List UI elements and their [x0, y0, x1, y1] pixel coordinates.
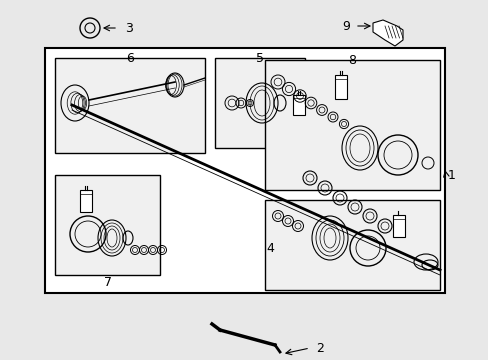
Text: 7: 7	[104, 275, 112, 288]
Bar	[264, 60, 439, 190]
Bar	[55, 58, 204, 153]
Bar	[45, 48, 444, 293]
Bar	[264, 200, 439, 290]
Polygon shape	[372, 20, 402, 46]
Bar	[292, 95, 305, 115]
Text: 8: 8	[347, 54, 355, 67]
Bar	[215, 58, 305, 148]
Text: 3: 3	[125, 22, 133, 35]
Text: 2: 2	[315, 342, 323, 355]
Bar	[55, 175, 160, 275]
Bar	[80, 190, 92, 212]
Text: 4: 4	[265, 242, 273, 255]
Text: 5: 5	[256, 51, 264, 64]
Text: 1: 1	[447, 168, 455, 181]
Text: 6: 6	[126, 51, 134, 64]
Text: 9: 9	[342, 19, 349, 32]
Bar	[392, 215, 404, 237]
Bar	[334, 75, 346, 99]
